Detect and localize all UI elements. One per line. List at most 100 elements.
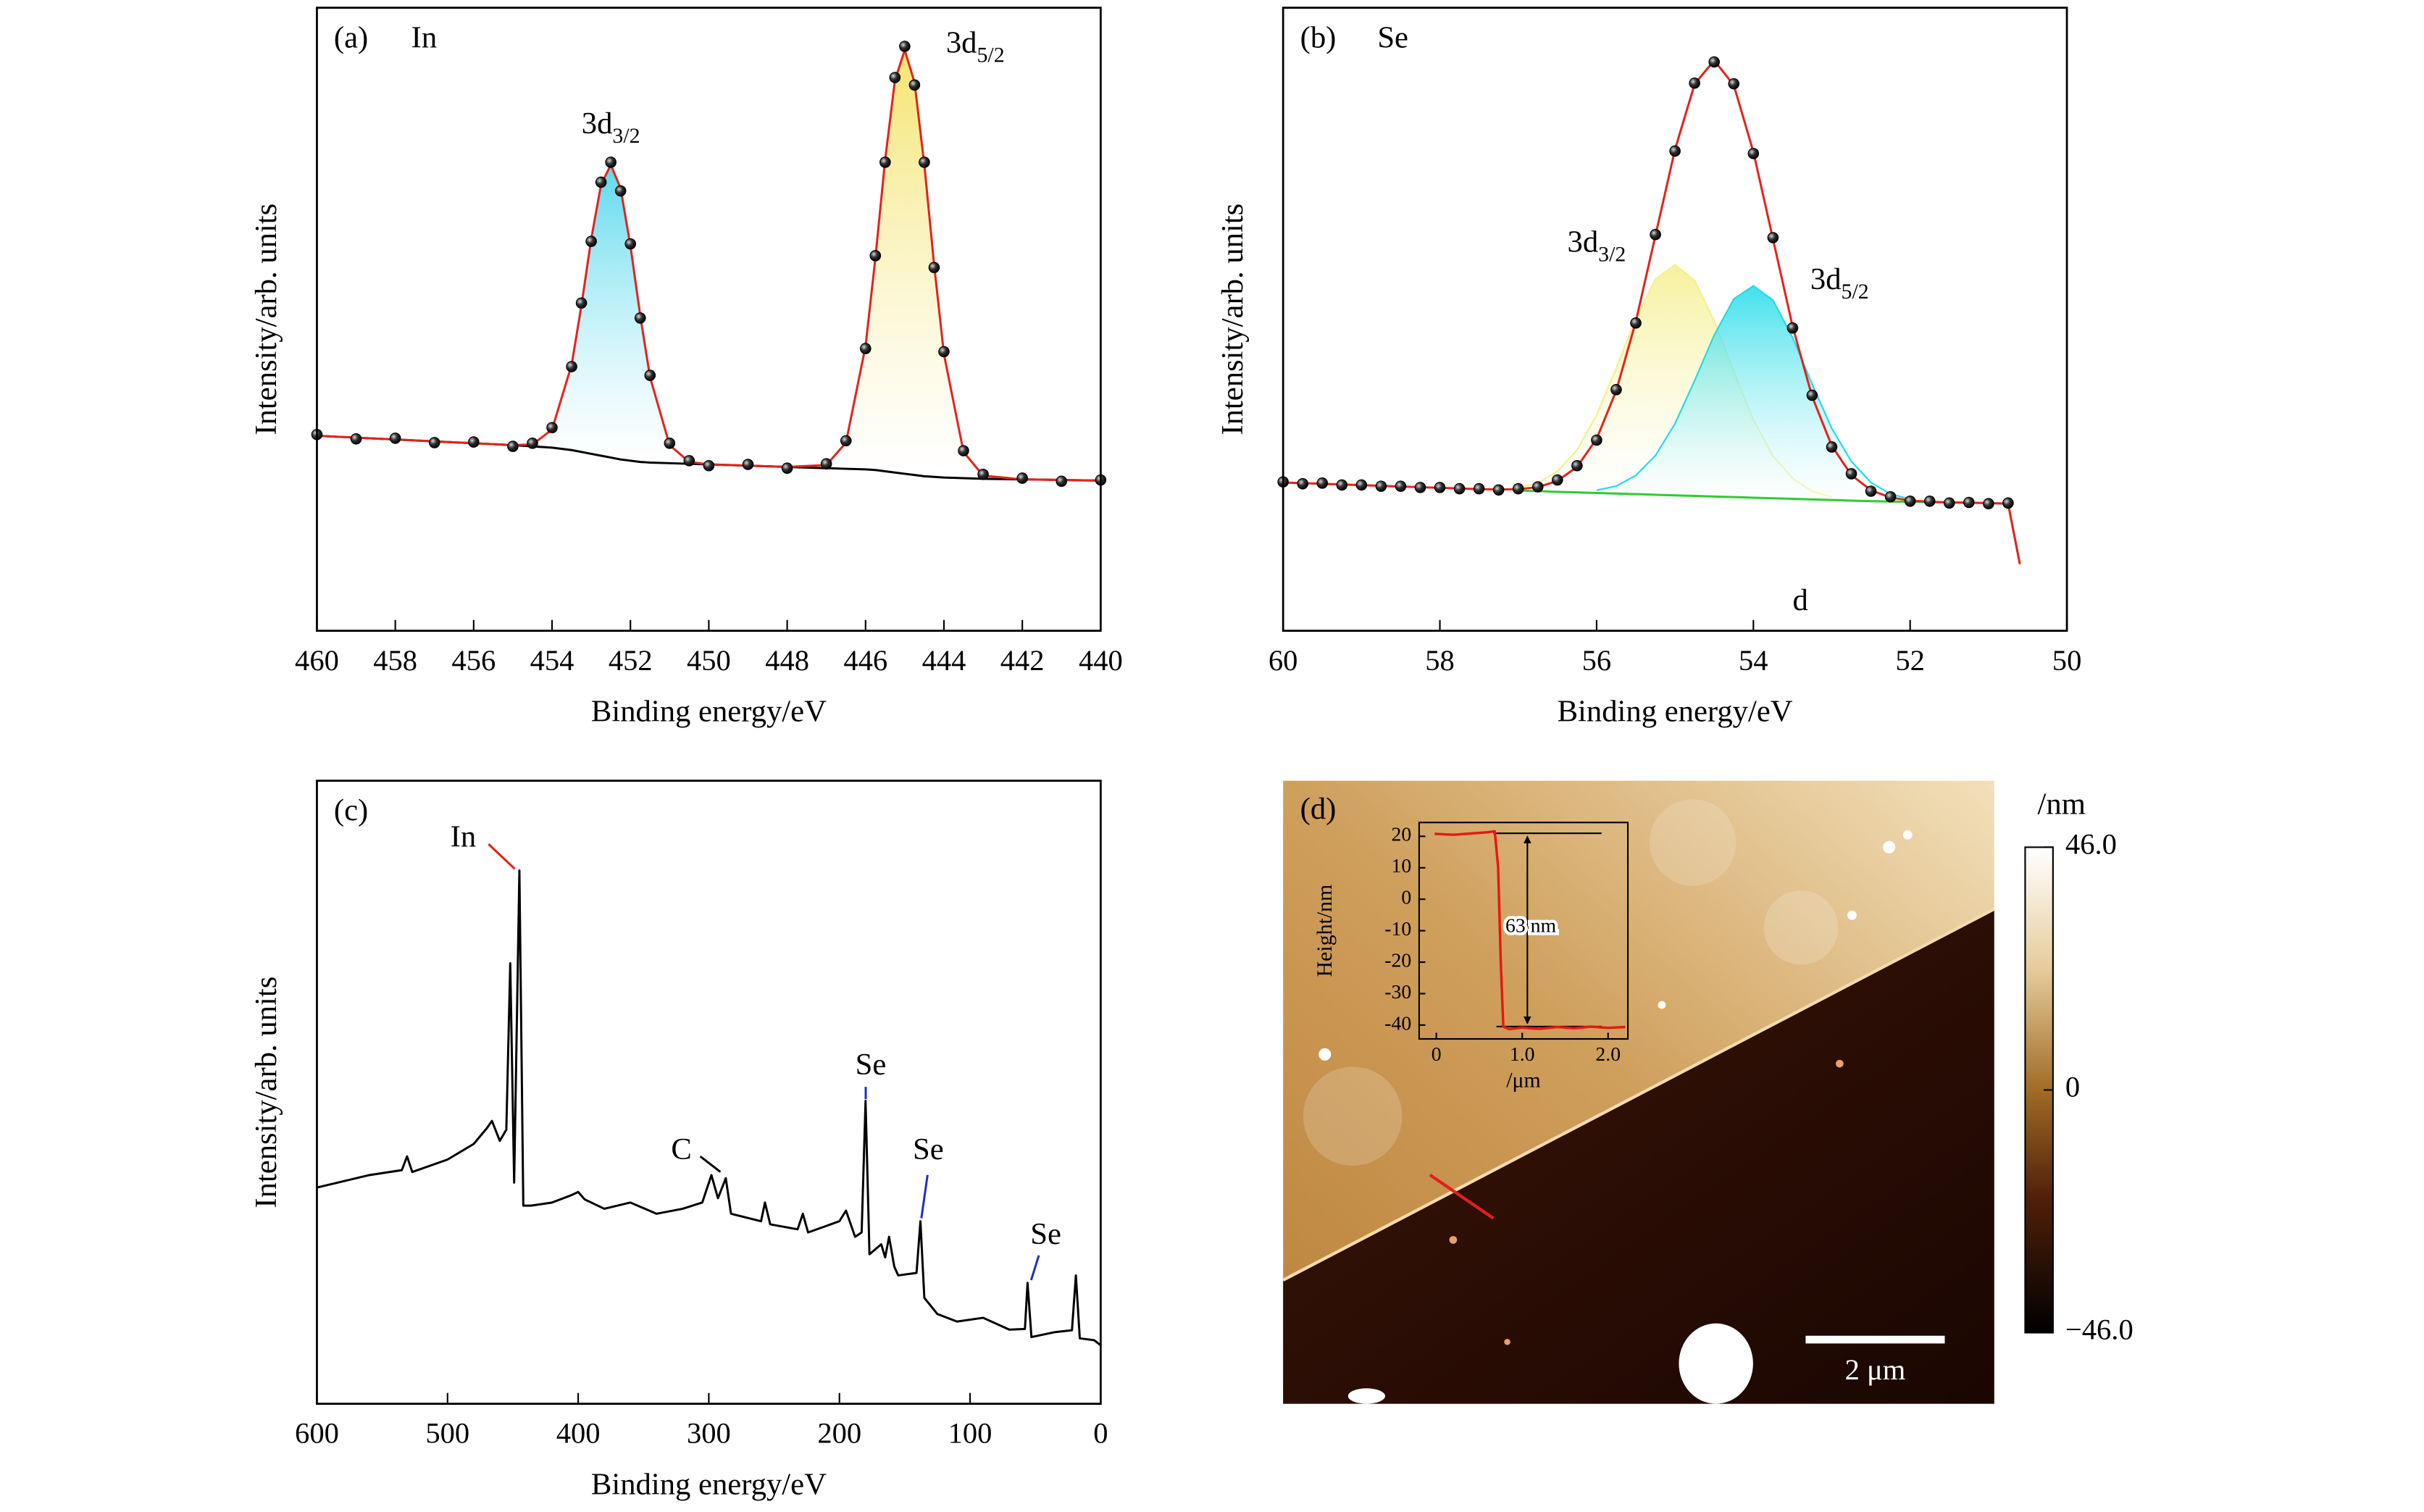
afm-particle (1318, 1048, 1332, 1061)
x-tick-label: 442 (1000, 644, 1045, 677)
data-point (624, 238, 637, 250)
annotation-subscript: 5/2 (1842, 280, 1869, 304)
afm-patch (1303, 1066, 1403, 1166)
y-tick-label: -40 (1384, 1012, 1411, 1035)
annotation: 3d5/2 (946, 25, 1005, 67)
x-tick-label: 1.0 (1510, 1043, 1535, 1066)
annotation: In (451, 819, 477, 853)
x-tick-label: 54 (1739, 644, 1768, 677)
x-tick-label: 460 (295, 644, 339, 677)
annotation-subscript: 5/2 (977, 43, 1005, 67)
data-point (840, 435, 852, 447)
x-tick-label: 400 (556, 1417, 601, 1450)
component-outline (1596, 285, 1910, 500)
data-point (1943, 497, 1955, 509)
leader-line (920, 1174, 929, 1219)
panel-label: (a) (334, 20, 368, 54)
data-point (1669, 145, 1681, 157)
data-point (1552, 474, 1563, 486)
data-point (919, 156, 930, 168)
data-point (585, 235, 597, 247)
annotation-text: 3d (582, 106, 613, 141)
scale-bar (1805, 1335, 1945, 1344)
afm-particle (1449, 1236, 1458, 1244)
data-point (703, 459, 715, 472)
data-point (1512, 483, 1524, 495)
annotation: Se (913, 1132, 944, 1166)
x-tick-label: 300 (687, 1417, 731, 1450)
x-tick-label: 58 (1425, 644, 1455, 677)
x-tick-label: 446 (843, 644, 887, 677)
x-axis-label: Binding energy/eV (591, 1468, 827, 1502)
data-point (1610, 384, 1622, 396)
data-point (1689, 77, 1700, 89)
afm-particle (1836, 1059, 1844, 1068)
data-point (889, 72, 901, 83)
annotation-text: 63 nm (1505, 915, 1557, 937)
annotation: 3d3/2 (1568, 225, 1626, 267)
x-tick-label: 2.0 (1595, 1043, 1621, 1066)
x-tick-label: 0 (1093, 1417, 1108, 1450)
x-tick-label: 100 (948, 1417, 992, 1450)
annotation-text: 3d (1810, 262, 1842, 296)
data-point (1650, 228, 1661, 241)
data-point (1395, 480, 1407, 492)
x-tick-label: 52 (1895, 644, 1925, 677)
plot-frame (316, 7, 1102, 632)
x-tick-label: 454 (530, 644, 574, 677)
data-point (605, 156, 617, 168)
y-tick-label: -20 (1384, 949, 1411, 972)
x-tick-label: 450 (687, 644, 731, 677)
data-point (1983, 498, 1994, 510)
panel-title: Se (1377, 20, 1408, 54)
panel-title: In (411, 20, 438, 54)
annotation-text: 3d (1568, 225, 1599, 259)
data-point (389, 433, 401, 444)
annotation: d (1793, 583, 1808, 617)
y-axis-label: Height/nm (1313, 885, 1337, 977)
data-point (908, 79, 921, 91)
data-point (938, 346, 950, 358)
data-point (1531, 481, 1544, 493)
annotation-text: 3d (946, 25, 977, 59)
leader-line (488, 843, 516, 870)
afm-particle (1347, 1388, 1385, 1404)
panel-label: (d) (1300, 792, 1337, 826)
data-point (1806, 389, 1818, 401)
leader-lines (488, 843, 1040, 1281)
x-tick-label: 500 (425, 1417, 469, 1450)
x-axis-label: Binding energy/eV (1558, 695, 1793, 729)
data-point (958, 445, 969, 456)
data-point (634, 312, 646, 324)
data-point (869, 250, 882, 262)
afm-particle (1504, 1338, 1510, 1345)
colorbar-tick-label: 0 (2065, 1071, 2080, 1103)
annotation-subscript: 3/2 (1598, 243, 1626, 267)
data-point (1591, 434, 1602, 446)
data-point (1016, 472, 1028, 484)
x-axis-label: /μm (1506, 1069, 1541, 1093)
x-tick-label: 200 (817, 1417, 861, 1450)
afm-particle (1679, 1323, 1753, 1404)
component-fill (532, 164, 690, 464)
x-tick-label: 444 (922, 644, 966, 677)
data-point (1865, 485, 1877, 497)
data-point (664, 438, 676, 449)
annotation: 3d3/2 (582, 106, 640, 149)
x-tick-label: 60 (1269, 644, 1298, 677)
afm-particle (1902, 830, 1913, 840)
data-point (428, 437, 440, 448)
x-tick-label: 0 (1432, 1043, 1442, 1066)
data-point (1297, 477, 1308, 490)
series-line (317, 49, 1101, 482)
data-point (1473, 483, 1485, 495)
data-point (1375, 480, 1387, 492)
data-point (1056, 475, 1068, 488)
y-tick-label: 10 (1392, 855, 1412, 877)
data-point (1826, 441, 1838, 453)
afm-patch (1763, 890, 1839, 965)
data-point (1336, 479, 1348, 491)
